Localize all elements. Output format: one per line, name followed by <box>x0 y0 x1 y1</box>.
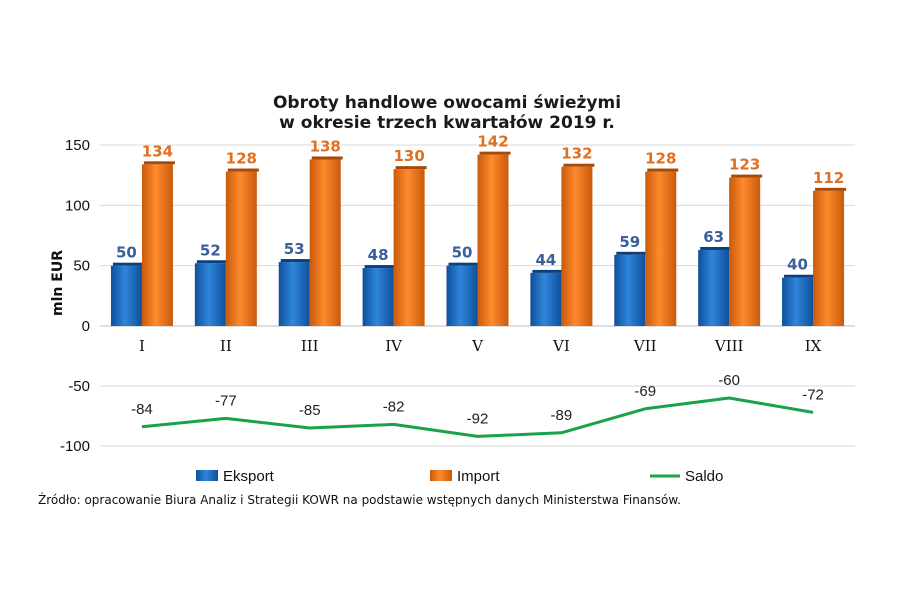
x-category-label: IV <box>385 337 403 355</box>
data-label-import: 142 <box>477 133 508 151</box>
bar-import-top <box>731 174 763 178</box>
data-label-saldo: -85 <box>299 402 321 419</box>
bars <box>110 151 847 326</box>
bar-eksport <box>698 249 730 326</box>
x-category-label: I <box>139 337 145 355</box>
bar-eksport-top <box>196 260 228 264</box>
bar-import <box>645 171 677 326</box>
data-label-saldo: -69 <box>634 383 656 400</box>
legend-import: Import <box>457 468 500 485</box>
data-label-import: 132 <box>561 145 592 163</box>
bar-import <box>225 171 257 326</box>
y-tick-label: 0 <box>82 318 90 335</box>
y-tick-label: 100 <box>65 197 90 214</box>
bar-import <box>477 154 509 326</box>
legend-eksport: Eksport <box>223 468 275 485</box>
bar-eksport-top <box>532 269 564 273</box>
data-label-import: 130 <box>393 147 424 165</box>
bar-import-top <box>227 168 259 172</box>
data-label-eksport: 53 <box>284 240 305 258</box>
data-label-saldo: -92 <box>467 410 489 427</box>
legend: Eksport Import Saldo <box>196 468 723 485</box>
bar-eksport <box>782 277 814 326</box>
x-category-label: V <box>471 337 484 355</box>
data-label-import: 123 <box>729 156 760 174</box>
y-ticks: 150 100 50 0 -50 -100 <box>60 137 90 455</box>
data-label-saldo: -89 <box>551 407 573 424</box>
y-tick-label: 150 <box>65 137 90 154</box>
y-axis-label: mln EUR <box>50 250 66 316</box>
bar-eksport <box>530 272 562 326</box>
bar-import <box>393 169 425 326</box>
bar-eksport-top <box>616 251 648 255</box>
bar-import <box>561 166 593 326</box>
y-tick-label: -50 <box>68 378 90 395</box>
data-label-import: 128 <box>226 150 257 168</box>
bar-import-top <box>311 156 343 160</box>
x-category-label: III <box>301 337 319 355</box>
data-label-eksport: 50 <box>116 244 137 262</box>
legend-saldo: Saldo <box>685 468 723 485</box>
data-label-eksport: 48 <box>368 246 389 264</box>
saldo-line <box>141 396 814 438</box>
data-labels: 50 134 52 128 53 138 48 130 50 142 44 132 59 128 63 123… <box>116 133 844 428</box>
bar-import-top <box>479 151 511 155</box>
chart-subtitle: w okresie trzech kwartałów 2019 r. <box>279 113 615 133</box>
data-label-saldo: -84 <box>131 401 153 418</box>
x-categories: I II III IV V VI VII VIII IX <box>139 337 822 355</box>
source-note: Źródło: opracowanie Biura Analiz i Strat… <box>38 493 681 507</box>
bar-import <box>729 177 761 326</box>
data-label-eksport: 52 <box>200 241 221 259</box>
chart-title: Obroty handlowe owocami świeżymi <box>273 93 621 113</box>
bar-eksport <box>194 263 226 326</box>
bar-import-top <box>143 161 175 165</box>
data-label-saldo: -60 <box>718 372 740 389</box>
data-label-import: 138 <box>310 137 341 155</box>
data-label-eksport: 40 <box>787 256 808 274</box>
bar-eksport-top <box>280 259 312 263</box>
x-category-label: VI <box>552 337 570 355</box>
bar-import <box>309 159 341 326</box>
bar-eksport-top <box>112 262 144 266</box>
bar-import-top <box>815 187 847 191</box>
bar-eksport <box>362 268 394 326</box>
bar-import <box>141 164 173 326</box>
bar-eksport <box>614 254 646 326</box>
legend-swatch-eksport <box>196 470 218 481</box>
bar-import <box>813 190 845 326</box>
bar-import-top <box>395 166 427 170</box>
data-label-eksport: 44 <box>535 251 556 269</box>
data-label-eksport: 59 <box>619 233 640 251</box>
data-label-import: 112 <box>813 169 844 187</box>
legend-swatch-import <box>430 470 452 481</box>
y-tick-label: -100 <box>60 438 90 455</box>
bar-eksport-top <box>448 262 480 266</box>
data-label-import: 134 <box>142 142 173 160</box>
data-label-saldo: -77 <box>215 392 237 409</box>
bar-eksport <box>446 265 478 326</box>
bar-eksport <box>110 265 142 326</box>
bar-import-top <box>563 163 595 167</box>
bar-eksport-top <box>364 265 396 269</box>
x-category-label: VII <box>633 337 657 355</box>
y-tick-label: 50 <box>73 258 90 275</box>
bar-eksport <box>278 262 310 326</box>
x-category-label: VIII <box>714 337 744 355</box>
data-label-eksport: 63 <box>703 228 724 246</box>
data-label-eksport: 50 <box>452 244 473 262</box>
bar-eksport-top <box>700 246 732 250</box>
x-category-label: II <box>220 337 232 355</box>
bar-import-top <box>647 168 679 172</box>
bar-eksport-top <box>784 274 816 278</box>
data-label-saldo: -72 <box>802 386 824 403</box>
data-label-saldo: -82 <box>383 398 405 415</box>
data-label-import: 128 <box>645 150 676 168</box>
x-category-label: IX <box>805 337 822 355</box>
